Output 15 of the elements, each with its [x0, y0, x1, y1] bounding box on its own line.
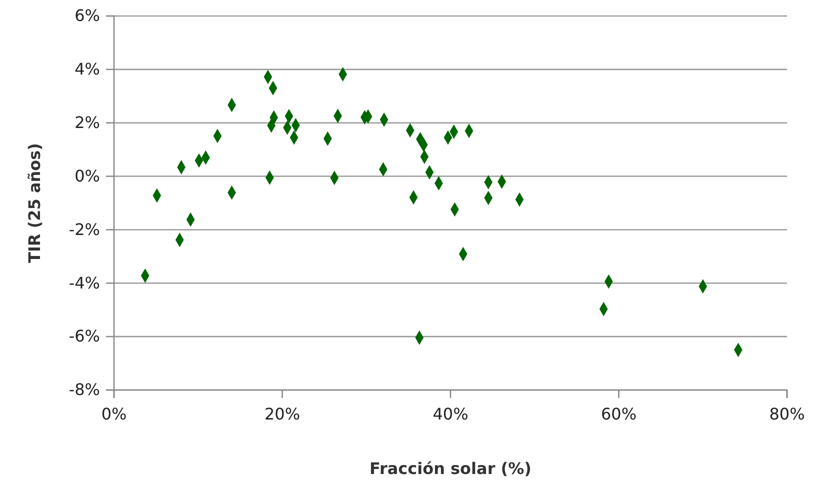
y-tick-label: -8%	[68, 380, 100, 400]
y-tick-label: 2%	[74, 112, 100, 132]
y-axis-title: TIR (25 años)	[25, 143, 44, 263]
x-tick-label: 20%	[264, 404, 300, 424]
x-tick-label: 0%	[101, 404, 127, 424]
y-tick-label: -4%	[68, 273, 100, 292]
x-tick-label: 80%	[769, 404, 805, 424]
y-tick-label: 4%	[74, 60, 100, 79]
y-tick-label: -6%	[68, 326, 100, 346]
y-tick-label: 6%	[74, 6, 100, 26]
x-tick-label: 60%	[600, 404, 637, 424]
y-tick-label: 0%	[74, 166, 100, 186]
y-tick-label: -2%	[68, 220, 100, 239]
x-axis-title: Fracción solar (%)	[370, 459, 532, 478]
x-tick-label: 40%	[432, 404, 468, 424]
